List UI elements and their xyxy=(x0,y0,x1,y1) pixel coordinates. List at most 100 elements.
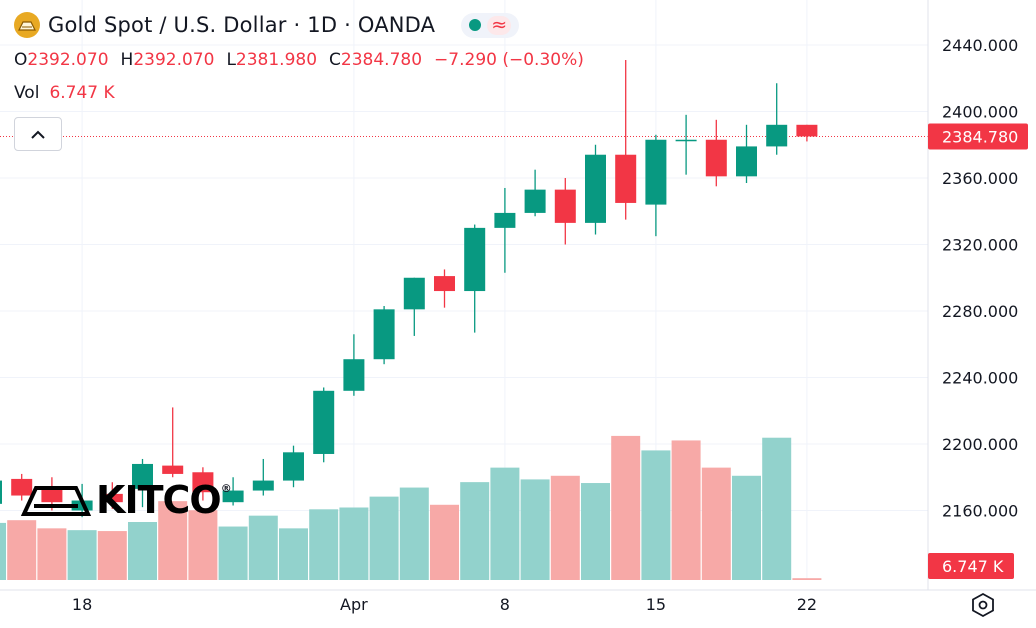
volume-bar xyxy=(67,530,97,580)
volume-bar xyxy=(7,520,37,580)
candle-body xyxy=(494,212,516,228)
volume-bar xyxy=(248,515,278,580)
chart-title: Gold Spot / U.S. Dollar · 1D · OANDA xyxy=(48,13,436,37)
x-tick-label: 22 xyxy=(797,595,817,614)
volume-bar xyxy=(490,467,520,580)
volume-bar xyxy=(701,467,731,580)
volume-bar xyxy=(309,509,339,580)
y-tick-label: 2440.000 xyxy=(942,36,1018,55)
volume-bar xyxy=(460,482,490,580)
candle-body xyxy=(585,154,606,223)
candle-body xyxy=(675,139,697,142)
volume-bar xyxy=(550,475,580,580)
volume-value: 6.747 K xyxy=(49,83,115,103)
volume-bar xyxy=(611,435,641,580)
y-tick-label: 2400.000 xyxy=(942,103,1018,122)
candle-body xyxy=(464,227,486,292)
close-value: 2384.780 xyxy=(340,50,423,70)
candle-body xyxy=(645,139,667,205)
market-open-dot-icon xyxy=(469,19,482,31)
volume-bar xyxy=(732,475,761,580)
volume-bar xyxy=(792,578,822,580)
y-tick-label: 2360.000 xyxy=(942,169,1018,188)
y-tick-label: 2160.000 xyxy=(942,502,1018,521)
volume-bar xyxy=(369,496,399,580)
high-label: H xyxy=(120,50,134,70)
candle-body xyxy=(11,478,33,496)
candle-body xyxy=(403,277,425,310)
volume-bar xyxy=(218,526,248,580)
ohlc-legend: O 2392.070 H 2392.070 L 2381.980 C 2384.780 … xyxy=(14,50,596,70)
volume-bar xyxy=(97,531,127,580)
volume-bar xyxy=(762,437,792,580)
candle-body xyxy=(524,189,546,213)
candle-body xyxy=(192,472,214,493)
data-delay-icon: ≈ xyxy=(487,15,512,35)
volume-bar xyxy=(128,522,157,580)
volume-bar xyxy=(671,440,701,580)
candle-body xyxy=(222,490,244,503)
kitco-logo: KITCO ® xyxy=(20,478,232,522)
candle-body xyxy=(554,189,576,223)
candle-body xyxy=(766,124,788,147)
last-volume-label: 6.747 K xyxy=(942,557,1004,576)
last-volume-tag xyxy=(928,553,1014,579)
candle-body xyxy=(132,463,153,489)
candle-body xyxy=(736,146,757,177)
last-price-label: 2384.780 xyxy=(942,127,1018,146)
candle-body xyxy=(0,480,2,504)
logo-text: KITCO xyxy=(96,478,222,522)
y-tick-label: 2200.000 xyxy=(942,435,1018,454)
close-label: C xyxy=(329,50,341,70)
volume-bar xyxy=(641,450,671,580)
volume-label: Vol xyxy=(14,83,40,103)
x-tick-label: 15 xyxy=(646,595,666,614)
candle-body xyxy=(373,309,395,360)
candle-body xyxy=(705,139,727,177)
collapse-legend-button[interactable] xyxy=(14,117,62,151)
candle-body xyxy=(41,487,63,503)
volume-bar xyxy=(430,504,459,580)
open-value: 2392.070 xyxy=(27,50,109,70)
low-value: 2381.980 xyxy=(235,50,318,70)
change-value: −7.290 (−0.30%) xyxy=(434,50,584,70)
gold-bar-logo-icon xyxy=(20,486,92,516)
volume-bar xyxy=(520,479,550,580)
price-axis-bg xyxy=(928,0,1036,628)
x-tick-label: 18 xyxy=(72,595,92,614)
candle-body xyxy=(162,465,184,474)
volume-bar xyxy=(279,528,308,580)
volume-bar xyxy=(37,528,67,580)
volume-bar xyxy=(581,483,610,580)
candle-body xyxy=(101,493,123,503)
candle-body xyxy=(313,390,335,454)
chart-settings-button[interactable] xyxy=(970,592,996,622)
symbol-header: Gold Spot / U.S. Dollar · 1D · OANDA ≈ xyxy=(14,12,520,38)
chevron-up-icon xyxy=(31,130,45,139)
volume-bar xyxy=(339,507,369,580)
volume-bar xyxy=(158,501,188,580)
last-price-tag xyxy=(928,123,1028,150)
y-tick-label: 2280.000 xyxy=(942,302,1018,321)
volume-bar xyxy=(0,522,6,580)
high-value: 2392.070 xyxy=(133,50,215,70)
candle-body xyxy=(796,124,818,137)
market-status-pill[interactable]: ≈ xyxy=(461,12,520,38)
candle-body xyxy=(615,154,637,203)
volume-bar xyxy=(188,510,218,580)
candle-body xyxy=(252,480,274,491)
y-tick-label: 2320.000 xyxy=(942,236,1018,255)
time-axis-bg xyxy=(0,591,928,628)
open-label: O xyxy=(14,50,28,70)
y-tick-label: 2240.000 xyxy=(942,369,1018,388)
x-tick-label: 8 xyxy=(500,595,510,614)
candle-body xyxy=(283,452,304,481)
volume-bar xyxy=(399,487,429,580)
candle-body xyxy=(343,359,365,391)
candle-body xyxy=(434,276,455,292)
gold-coin-icon xyxy=(14,12,40,38)
x-tick-label: Apr xyxy=(340,595,368,614)
settings-hexagon-icon xyxy=(972,592,994,618)
